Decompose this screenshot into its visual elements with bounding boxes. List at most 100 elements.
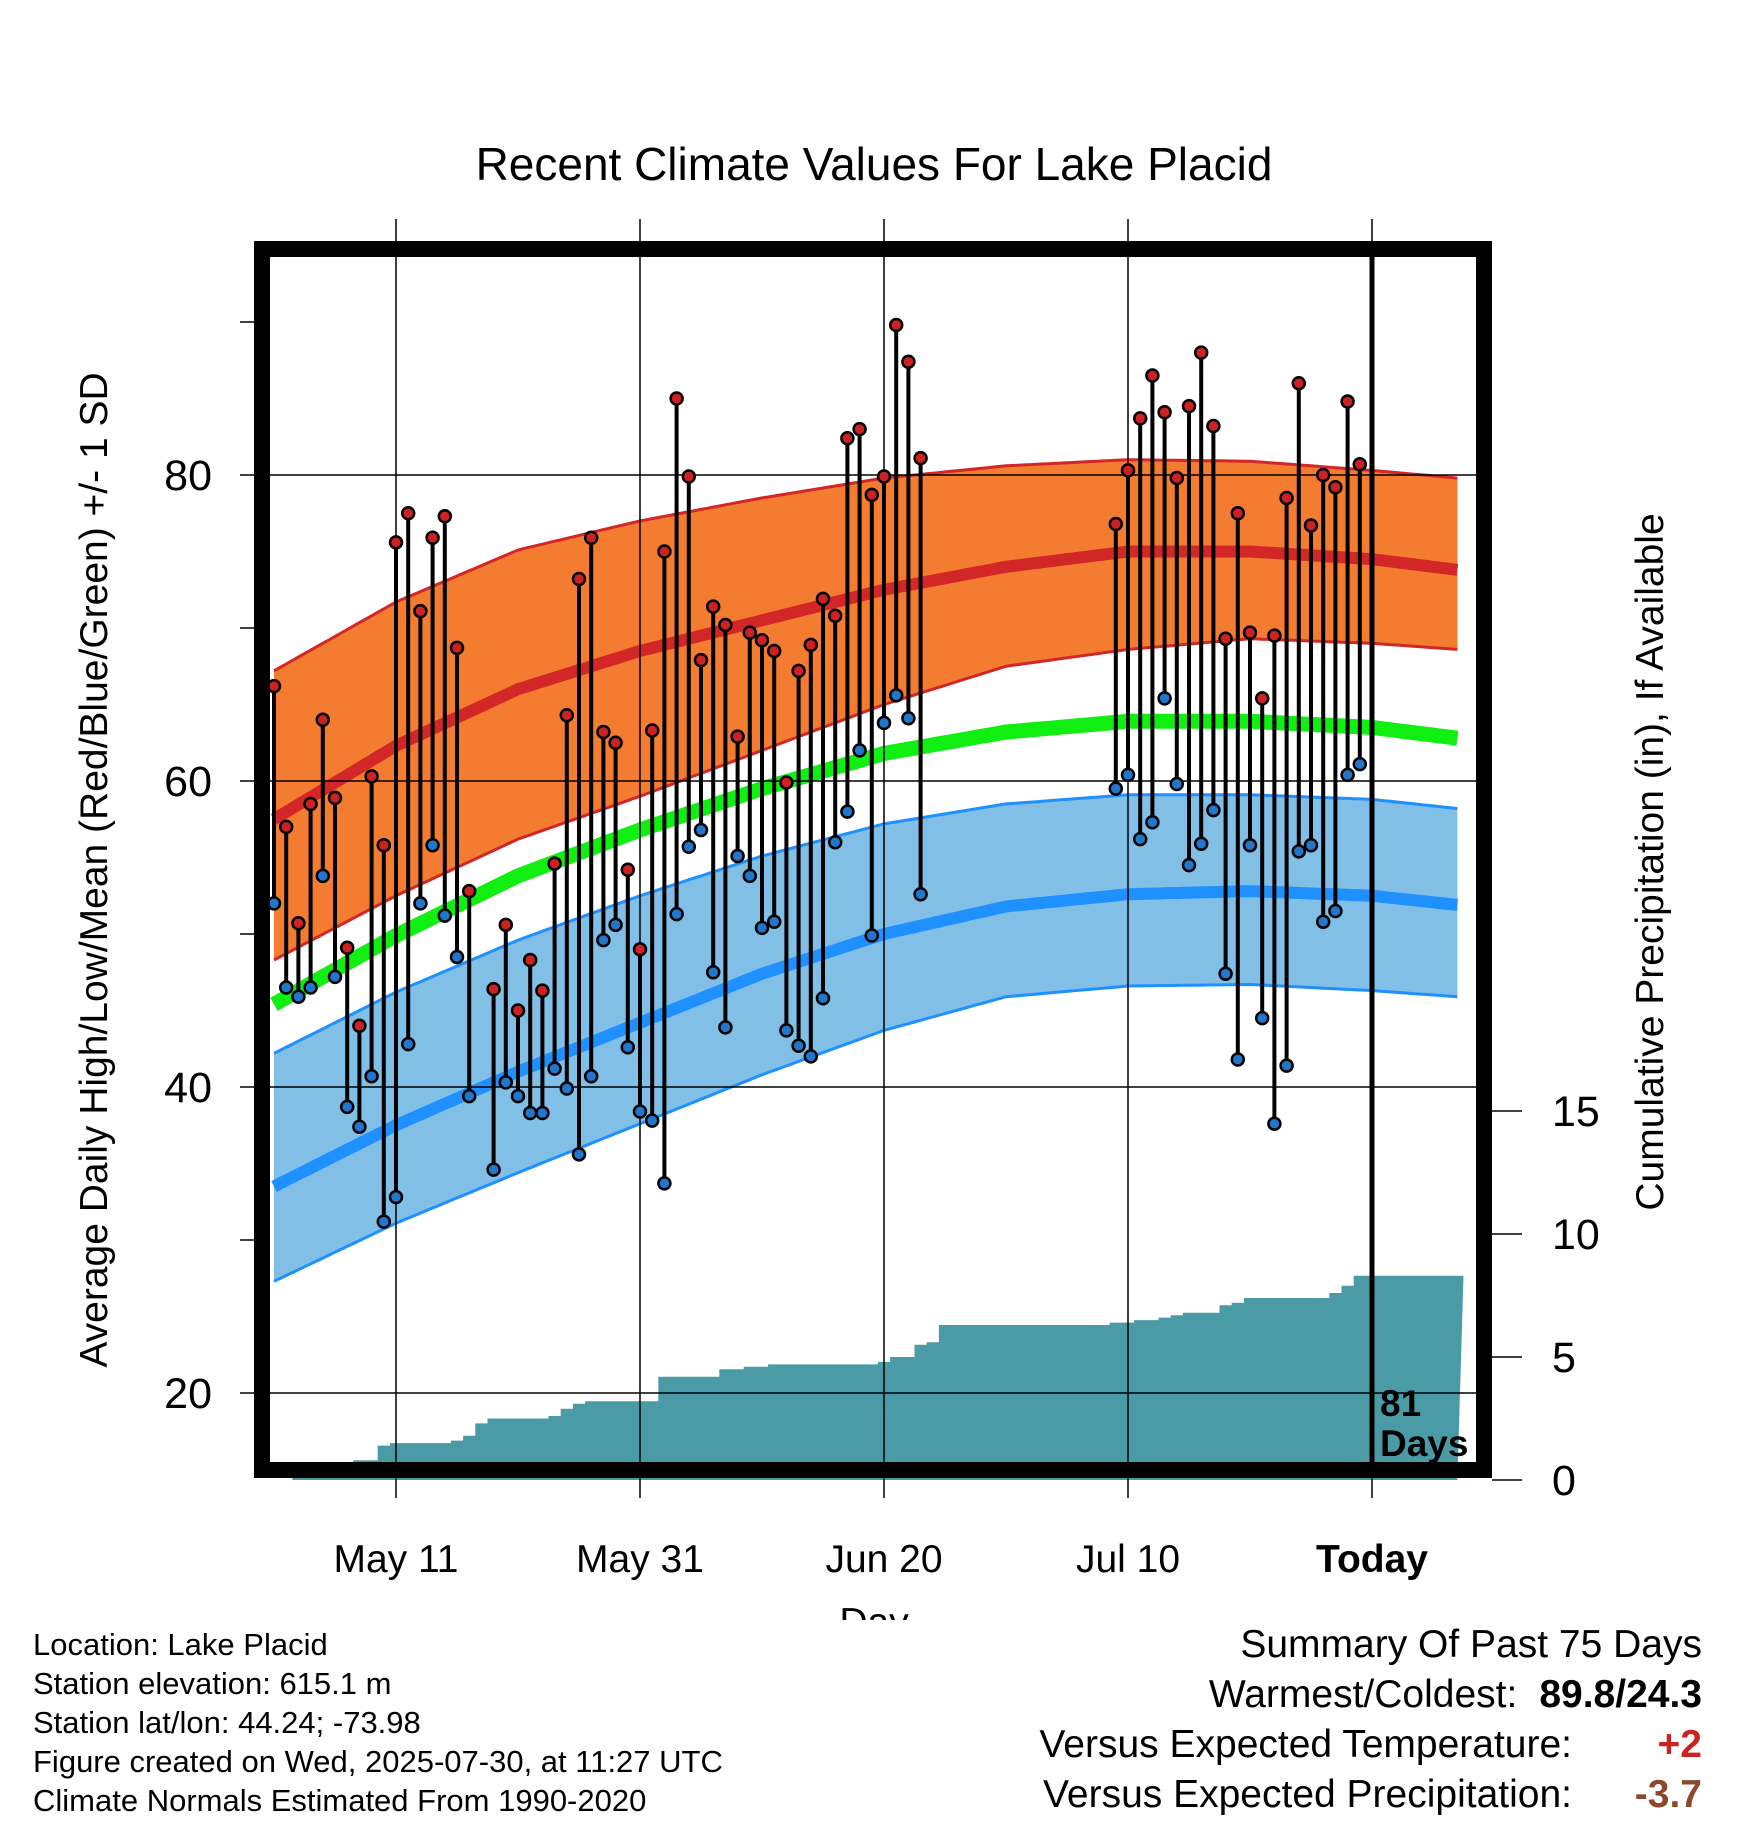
daily-high-point <box>1303 518 1319 533</box>
daily-high-point <box>827 608 843 624</box>
y-axis-left-label: Average Daily High/Low/Mean (Red/Blue/Gr… <box>73 372 116 1367</box>
daily-low-point <box>1145 815 1160 830</box>
daily-high-point <box>1267 628 1282 643</box>
daily-low-point <box>705 965 721 980</box>
daily-low-point <box>498 1075 514 1090</box>
daily-high-point <box>1157 405 1172 420</box>
daily-high-point <box>388 535 404 550</box>
y-axis-right-label: Cumulative Precipitation (in), If Availa… <box>1629 513 1672 1210</box>
daily-low-point <box>742 868 758 884</box>
daily-low-point <box>596 932 611 948</box>
daily-low-point <box>1303 838 1319 853</box>
daily-high-point <box>632 942 648 957</box>
slash: / <box>1615 1673 1627 1716</box>
daily-low-point <box>364 1069 379 1084</box>
daily-high-point <box>339 940 355 956</box>
precip-area <box>267 1275 1464 1480</box>
x-tick-label: May 11 <box>334 1538 459 1581</box>
daily-high-point <box>1291 375 1307 391</box>
daily-high-point <box>888 317 904 333</box>
daily-low-point <box>840 804 855 819</box>
x-tick-label: Jun 20 <box>825 1538 942 1581</box>
daily-high-point <box>718 617 733 633</box>
daily-low-point <box>559 1081 575 1096</box>
daily-low-point <box>339 1099 355 1115</box>
daily-low-point <box>913 886 928 902</box>
daily-high-point <box>413 603 428 619</box>
summary-heading: Summary Of Past 75 Days <box>1240 1623 1702 1666</box>
daily-high-point <box>840 431 855 446</box>
daily-high-point <box>1132 411 1148 426</box>
daily-high-point <box>901 354 916 370</box>
daily-high-point <box>791 663 806 679</box>
daily-low-point <box>803 1049 819 1064</box>
temp-deviation-row: Versus Expected Temperature: +2 <box>1039 1720 1702 1770</box>
daily-low-point <box>437 908 453 923</box>
daily-high-point <box>303 796 318 812</box>
x-tick-label: May 31 <box>576 1538 704 1581</box>
daily-low-point <box>303 980 318 995</box>
daily-low-point <box>1169 776 1185 792</box>
daily-low-point <box>583 1069 599 1084</box>
daily-low-point <box>901 711 916 726</box>
daily-high-point <box>315 712 331 728</box>
daily-low-point <box>681 839 697 855</box>
daily-low-point <box>510 1088 526 1104</box>
daily-low-point <box>766 914 782 930</box>
daily-low-point <box>644 1113 660 1128</box>
daily-high-point <box>693 652 709 668</box>
daily-high-point <box>1193 345 1209 360</box>
daily-high-point <box>583 530 599 545</box>
climate-chart: Recent Climate Values For Lake Placid 20… <box>73 138 1672 1620</box>
daily-high-point <box>1169 470 1185 486</box>
daily-high-point <box>644 723 660 738</box>
warmest-value: 89.8 <box>1539 1673 1616 1716</box>
elevation-text: Station elevation: 615.1 m <box>33 1666 392 1701</box>
daily-high-point <box>522 952 538 968</box>
daily-high-point <box>400 506 416 521</box>
daily-high-point <box>620 862 636 877</box>
daily-high-point <box>1328 479 1343 495</box>
daily-low-point <box>535 1105 550 1121</box>
x-tick-label: Jul 10 <box>1076 1538 1180 1581</box>
coldest-value: 24.3 <box>1626 1673 1702 1716</box>
x-axis-label: Day <box>839 1601 909 1620</box>
daily-high-point <box>1352 457 1368 472</box>
daily-high-point <box>1145 368 1160 383</box>
daily-low-point <box>291 989 306 1004</box>
daily-low-point <box>620 1039 636 1055</box>
daily-high-point <box>1279 490 1294 506</box>
high-sd-lower-line <box>273 637 1458 962</box>
daily-high-point <box>681 469 697 484</box>
location-text: Location: Lake Placid <box>33 1627 328 1662</box>
mean-line <box>270 713 1459 1011</box>
temp-deviation-label: Versus Expected Temperature: <box>1039 1723 1572 1766</box>
daily-low-point <box>779 1023 794 1038</box>
daily-high-point <box>364 769 379 784</box>
low-sd-lower-line <box>273 982 1458 1283</box>
daily-low-point <box>1206 802 1221 818</box>
high-sd-upper-line <box>273 458 1458 673</box>
daily-low-point <box>1254 1010 1270 1026</box>
daily-low-point <box>1315 914 1331 930</box>
daily-low-point <box>657 1176 672 1191</box>
chart-title: Recent Climate Values For Lake Placid <box>476 138 1273 190</box>
daily-low-point <box>632 1104 648 1119</box>
daily-high-point <box>376 838 392 853</box>
daily-low-point <box>1193 836 1209 851</box>
daily-low-point <box>278 980 294 995</box>
daily-low-point <box>388 1189 404 1205</box>
daily-low-point <box>608 917 623 933</box>
daily-high-point <box>779 775 794 790</box>
daily-high-point <box>1315 467 1331 483</box>
daily-high-point <box>766 643 782 659</box>
daily-low-point <box>315 868 331 884</box>
plot-frame <box>254 241 1492 1478</box>
precip-tick-label: 15 <box>1552 1088 1600 1136</box>
daily-high-point <box>1206 418 1221 434</box>
daily-high-point <box>1230 506 1246 521</box>
daily-low-point <box>1340 767 1355 783</box>
precip-deviation-label: Versus Expected Precipitation: <box>1043 1773 1572 1816</box>
daily-high-point <box>913 450 928 466</box>
daily-high-point <box>535 983 550 998</box>
